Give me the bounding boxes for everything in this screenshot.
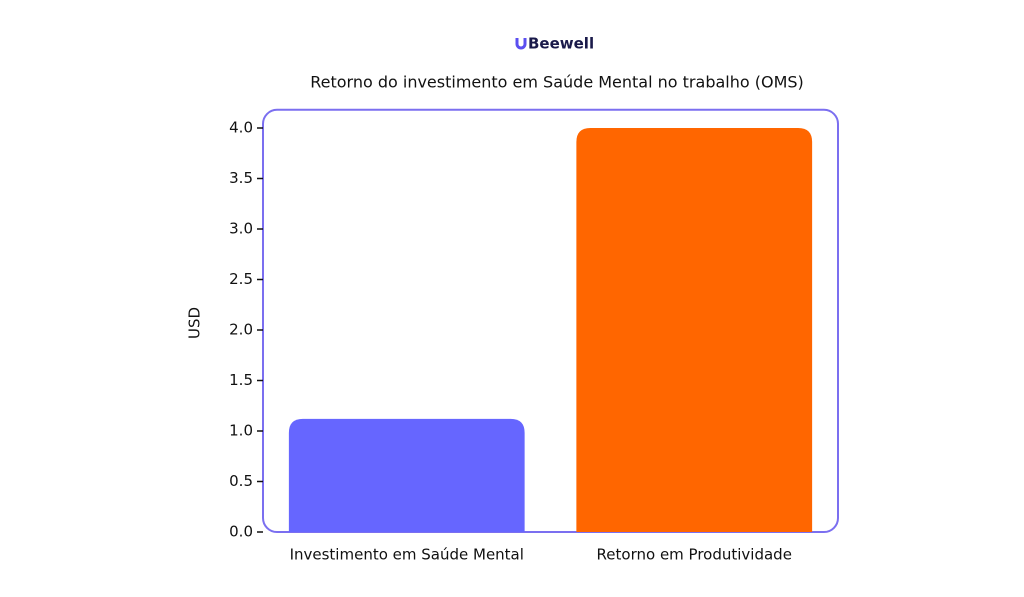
logo: Beewell (528, 35, 594, 53)
y-tick-label: 0.5 (229, 472, 253, 490)
y-tick-label: 1.0 (229, 422, 253, 440)
y-tick-label: 0.0 (229, 523, 253, 541)
y-tick-label: 2.5 (229, 270, 253, 288)
y-tick-label: 3.5 (229, 169, 253, 187)
y-tick-label: 4.0 (229, 119, 253, 137)
logo-icon (515, 38, 527, 50)
y-tick-label: 1.5 (229, 371, 253, 389)
y-tick-label: 3.0 (229, 220, 253, 238)
x-tick-label: Investimento em Saúde Mental (290, 546, 524, 564)
y-axis-label: USD (186, 307, 204, 339)
x-tick-label: Retorno em Produtividade (597, 546, 792, 564)
plot-frame (262, 108, 839, 534)
y-tick-label: 2.0 (229, 321, 253, 339)
bar (576, 128, 813, 532)
chart-title: Retorno do investimento em Saúde Mental … (310, 73, 804, 92)
bar (288, 418, 525, 532)
